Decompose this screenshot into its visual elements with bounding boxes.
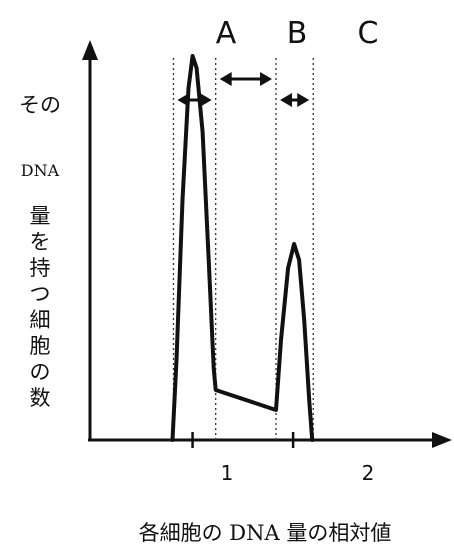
y-label-part-6: つ	[30, 282, 51, 306]
region-label-a: A	[216, 16, 237, 51]
y-label-part-2: DNA	[21, 161, 60, 180]
y-label-part-7: 細	[30, 308, 51, 332]
region-boundaries	[172, 58, 314, 440]
y-label-part-3: 量	[30, 204, 51, 228]
x-tick-label-2: 2	[362, 461, 375, 485]
y-label-part-8: 胞	[30, 334, 51, 358]
region-label-b: B	[287, 16, 308, 51]
y-axis-arrowhead	[82, 40, 98, 60]
y-label-part-9: の	[30, 360, 51, 384]
region-arrow-a	[177, 93, 212, 107]
region-arrow-b	[219, 72, 273, 86]
y-label-part-5: 持	[30, 256, 51, 280]
region-label-c: C	[358, 16, 379, 51]
x-axis-arrowhead	[432, 432, 452, 448]
region-arrow-c	[280, 93, 310, 107]
y-label-part-1: その	[19, 93, 61, 117]
y-label-part-4: を	[30, 230, 51, 254]
series-line	[170, 54, 315, 442]
x-ticks	[191, 432, 295, 448]
x-axis-label: 各細胞の DNA 量の相対値	[139, 521, 392, 545]
y-label-part-10: 数	[30, 386, 51, 410]
x-tick-label-1: 1	[221, 461, 234, 485]
